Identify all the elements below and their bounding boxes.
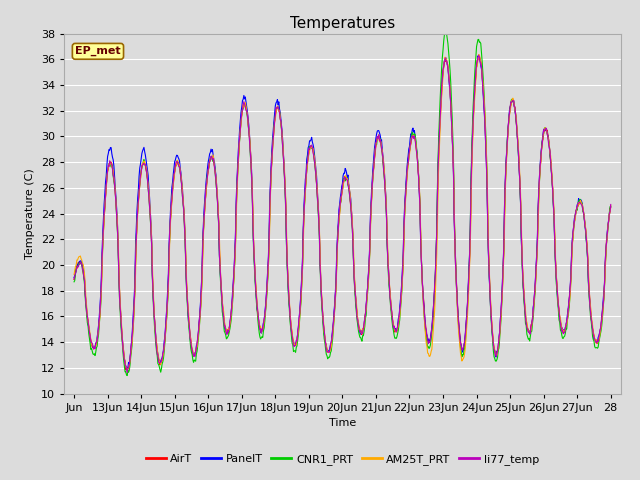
PanelT: [144, 172, 152, 178]
li77_temp: [475, 53, 483, 59]
li77_temp: [457, 340, 465, 346]
AM25T_PRT: [524, 329, 532, 335]
AirT: [144, 180, 152, 186]
PanelT: [474, 53, 482, 59]
PanelT: [79, 264, 86, 270]
AirT: [475, 52, 483, 58]
CNR1_PRT: [508, 98, 516, 104]
CNR1_PRT: [70, 279, 78, 285]
PanelT: [123, 365, 131, 371]
AirT: [457, 338, 465, 344]
Line: PanelT: PanelT: [74, 56, 611, 368]
li77_temp: [607, 202, 614, 207]
AM25T_PRT: [79, 260, 86, 266]
li77_temp: [79, 267, 86, 273]
Title: Temperatures: Temperatures: [290, 16, 395, 31]
CNR1_PRT: [524, 336, 532, 342]
li77_temp: [124, 370, 131, 375]
CNR1_PRT: [79, 265, 86, 271]
Line: li77_temp: li77_temp: [74, 56, 611, 372]
PanelT: [607, 204, 614, 210]
Legend: AirT, PanelT, CNR1_PRT, AM25T_PRT, li77_temp: AirT, PanelT, CNR1_PRT, AM25T_PRT, li77_…: [141, 450, 543, 469]
AirT: [508, 97, 516, 103]
li77_temp: [70, 276, 78, 282]
AirT: [607, 205, 614, 211]
PanelT: [457, 340, 465, 346]
AirT: [79, 264, 86, 269]
AM25T_PRT: [189, 348, 196, 354]
AM25T_PRT: [476, 52, 483, 58]
AM25T_PRT: [124, 366, 131, 372]
AM25T_PRT: [144, 182, 152, 188]
Line: AirT: AirT: [74, 55, 611, 370]
PanelT: [508, 98, 516, 104]
Y-axis label: Temperature (C): Temperature (C): [25, 168, 35, 259]
Text: EP_met: EP_met: [75, 46, 121, 57]
AirT: [524, 326, 532, 332]
CNR1_PRT: [189, 357, 196, 363]
li77_temp: [189, 350, 196, 356]
AM25T_PRT: [457, 350, 465, 356]
AM25T_PRT: [70, 272, 78, 277]
Line: AM25T_PRT: AM25T_PRT: [74, 55, 611, 369]
CNR1_PRT: [607, 204, 614, 209]
li77_temp: [508, 98, 516, 104]
li77_temp: [524, 329, 532, 335]
CNR1_PRT: [144, 186, 152, 192]
PanelT: [70, 275, 78, 280]
PanelT: [524, 329, 532, 335]
AM25T_PRT: [607, 203, 614, 208]
PanelT: [189, 351, 196, 357]
AirT: [122, 367, 130, 372]
AirT: [70, 276, 78, 282]
CNR1_PRT: [458, 349, 465, 355]
li77_temp: [144, 185, 152, 191]
CNR1_PRT: [124, 372, 131, 378]
Line: CNR1_PRT: CNR1_PRT: [74, 33, 611, 375]
AirT: [189, 351, 196, 357]
CNR1_PRT: [442, 30, 450, 36]
X-axis label: Time: Time: [329, 418, 356, 428]
AM25T_PRT: [508, 96, 516, 102]
